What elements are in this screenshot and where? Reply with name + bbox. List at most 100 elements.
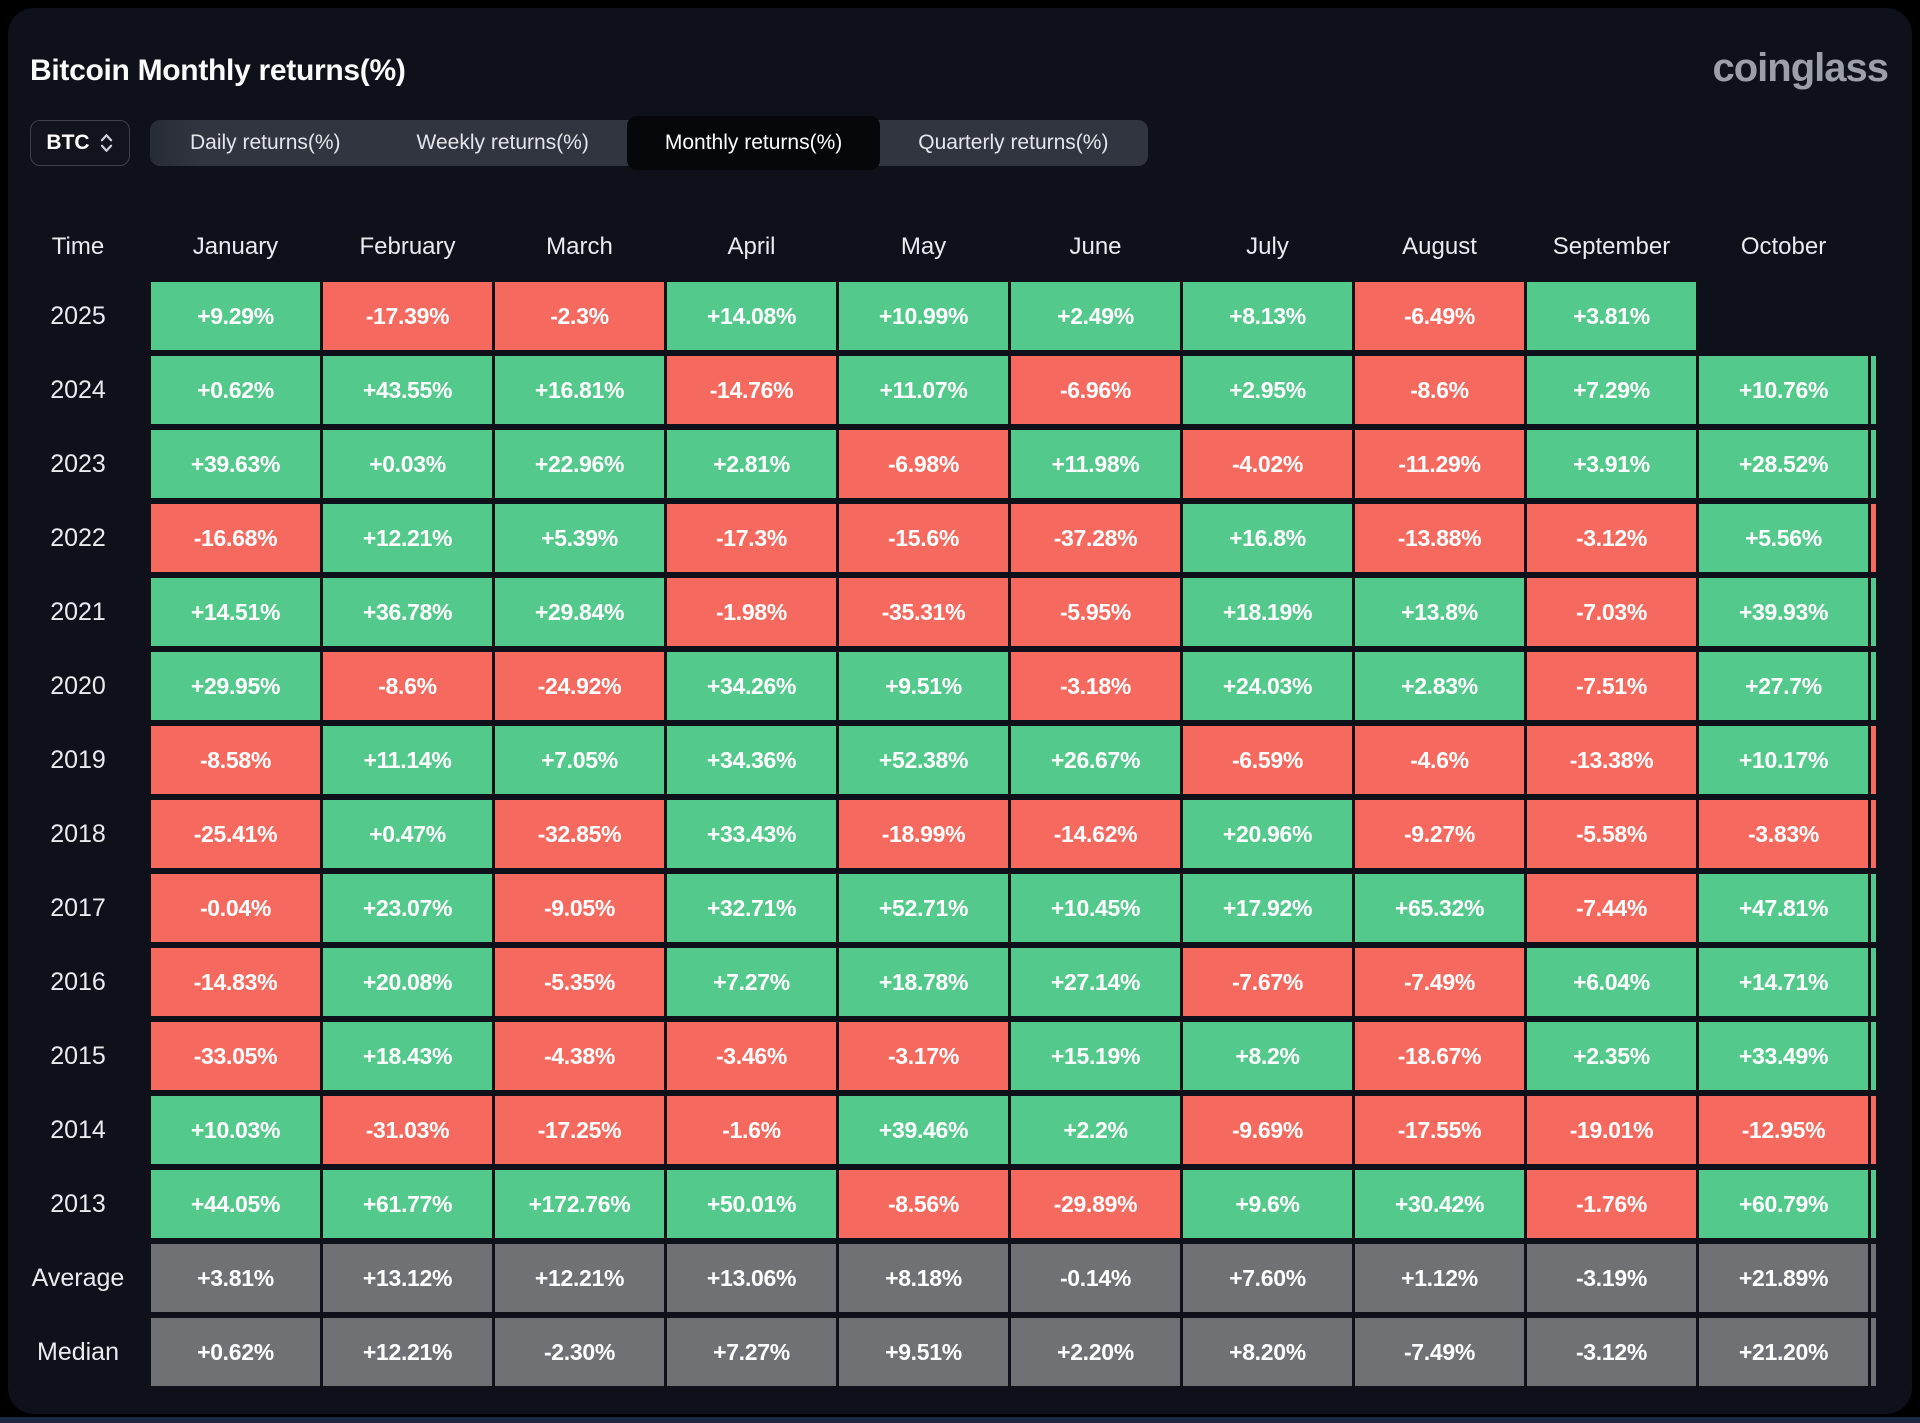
return-cell: +8.18% — [839, 1244, 1008, 1312]
tab-quarterly-returns[interactable]: Quarterly returns(%) — [918, 131, 1109, 154]
return-cell: +7.60% — [1183, 1244, 1352, 1312]
return-cell: -25.41% — [151, 800, 320, 868]
return-cell: -3.17% — [839, 1022, 1008, 1090]
row-label: 2014 — [50, 1115, 106, 1144]
return-cell: +2.2% — [1011, 1096, 1180, 1164]
return-cell: +39.93% — [1699, 578, 1868, 646]
return-cell: +39.63% — [151, 430, 320, 498]
return-cell: -18.99% — [839, 800, 1008, 868]
return-cell: +21.20% — [1699, 1318, 1868, 1386]
return-cell: +2.35% — [1527, 1022, 1696, 1090]
row-label: 2015 — [50, 1041, 106, 1070]
return-cell: -9.27% — [1355, 800, 1524, 868]
return-cell: +0.62% — [151, 356, 320, 424]
return-cell: +0.47% — [323, 800, 492, 868]
return-cell: -3.83% — [1699, 800, 1868, 868]
return-cell: -8.56% — [839, 1170, 1008, 1238]
return-cell: +23.07% — [323, 874, 492, 942]
return-cell: +8.13% — [1183, 282, 1352, 350]
return-cell: +7.05% — [495, 726, 664, 794]
empty-sliver — [1871, 282, 1876, 350]
return-cell: +34.26% — [667, 652, 836, 720]
return-cell: -7.03% — [1527, 578, 1696, 646]
column-header: August — [1402, 233, 1477, 260]
return-cell: -12.95% — [1699, 1096, 1868, 1164]
symbol-select[interactable]: BTC — [30, 120, 130, 166]
return-cell: +28.52% — [1699, 430, 1868, 498]
november-sliver-cell — [1871, 1022, 1876, 1090]
return-cell: -2.30% — [495, 1318, 664, 1386]
return-cell: +7.27% — [667, 1318, 836, 1386]
return-cell: +61.77% — [323, 1170, 492, 1238]
november-sliver-cell — [1871, 726, 1876, 794]
return-cell: -29.89% — [1011, 1170, 1180, 1238]
symbol-select-value: BTC — [46, 131, 90, 154]
return-cell: +36.78% — [323, 578, 492, 646]
return-cell: -16.68% — [151, 504, 320, 572]
return-cell: -17.39% — [323, 282, 492, 350]
return-cell: +14.71% — [1699, 948, 1868, 1016]
return-cell: +30.42% — [1355, 1170, 1524, 1238]
return-cell: +29.95% — [151, 652, 320, 720]
column-header: February — [359, 233, 456, 260]
coinglass-logo: coinglass — [1712, 46, 1889, 90]
november-sliver-cell — [1871, 504, 1876, 572]
return-cell: -7.44% — [1527, 874, 1696, 942]
row-label: 2022 — [50, 523, 106, 552]
return-cell: +26.67% — [1011, 726, 1180, 794]
return-cell: +13.12% — [323, 1244, 492, 1312]
column-header: October — [1740, 233, 1827, 260]
return-cell: +12.21% — [495, 1244, 664, 1312]
return-cell: +9.6% — [1183, 1170, 1352, 1238]
november-sliver-cell — [1871, 430, 1876, 498]
return-cell: +11.07% — [839, 356, 1008, 424]
return-cell: +24.03% — [1183, 652, 1352, 720]
return-cell: +2.49% — [1011, 282, 1180, 350]
returns-period-tabs: Daily returns(%) Weekly returns(%) Monthly… — [150, 116, 1149, 170]
return-cell: -0.14% — [1011, 1244, 1180, 1312]
return-cell: +10.17% — [1699, 726, 1868, 794]
return-cell: -4.6% — [1355, 726, 1524, 794]
return-cell: +33.43% — [667, 800, 836, 868]
return-cell: -31.03% — [323, 1096, 492, 1164]
return-cell: -8.6% — [323, 652, 492, 720]
return-cell: -11.29% — [1355, 430, 1524, 498]
tab-weekly-returns[interactable]: Weekly returns(%) — [416, 131, 589, 154]
return-cell: +13.06% — [667, 1244, 836, 1312]
return-cell: +21.89% — [1699, 1244, 1868, 1312]
return-cell: -2.3% — [495, 282, 664, 350]
return-cell: +12.21% — [323, 1318, 492, 1386]
return-cell: +11.14% — [323, 726, 492, 794]
return-cell: +10.45% — [1011, 874, 1180, 942]
row-label: 2017 — [50, 893, 106, 922]
return-cell: -7.49% — [1355, 1318, 1524, 1386]
row-label: Median — [37, 1337, 119, 1366]
column-header: January — [192, 233, 279, 260]
return-cell: +3.81% — [1527, 282, 1696, 350]
return-cell: -17.3% — [667, 504, 836, 572]
row-label: 2024 — [50, 375, 106, 404]
return-cell: -3.19% — [1527, 1244, 1696, 1312]
november-sliver-cell — [1871, 874, 1876, 942]
return-cell: +7.29% — [1527, 356, 1696, 424]
return-cell: +27.7% — [1699, 652, 1868, 720]
return-cell: -1.76% — [1527, 1170, 1696, 1238]
return-cell: +3.81% — [151, 1244, 320, 1312]
return-cell: +29.84% — [495, 578, 664, 646]
return-cell: +11.98% — [1011, 430, 1180, 498]
return-cell: -3.18% — [1011, 652, 1180, 720]
return-cell: +17.92% — [1183, 874, 1352, 942]
return-cell: +0.03% — [323, 430, 492, 498]
tab-daily-returns[interactable]: Daily returns(%) — [190, 131, 341, 154]
return-cell: +16.8% — [1183, 504, 1352, 572]
return-cell: +18.43% — [323, 1022, 492, 1090]
column-header: June — [1069, 233, 1122, 260]
return-cell: -9.05% — [495, 874, 664, 942]
return-cell: +9.51% — [839, 1318, 1008, 1386]
tab-monthly-returns[interactable]: Monthly returns(%) — [626, 116, 881, 170]
return-cell: -1.98% — [667, 578, 836, 646]
row-label: 2020 — [50, 671, 106, 700]
return-cell: +14.08% — [667, 282, 836, 350]
table-header-row: Time January February March April May June July… — [8, 220, 1876, 274]
return-cell: +20.96% — [1183, 800, 1352, 868]
